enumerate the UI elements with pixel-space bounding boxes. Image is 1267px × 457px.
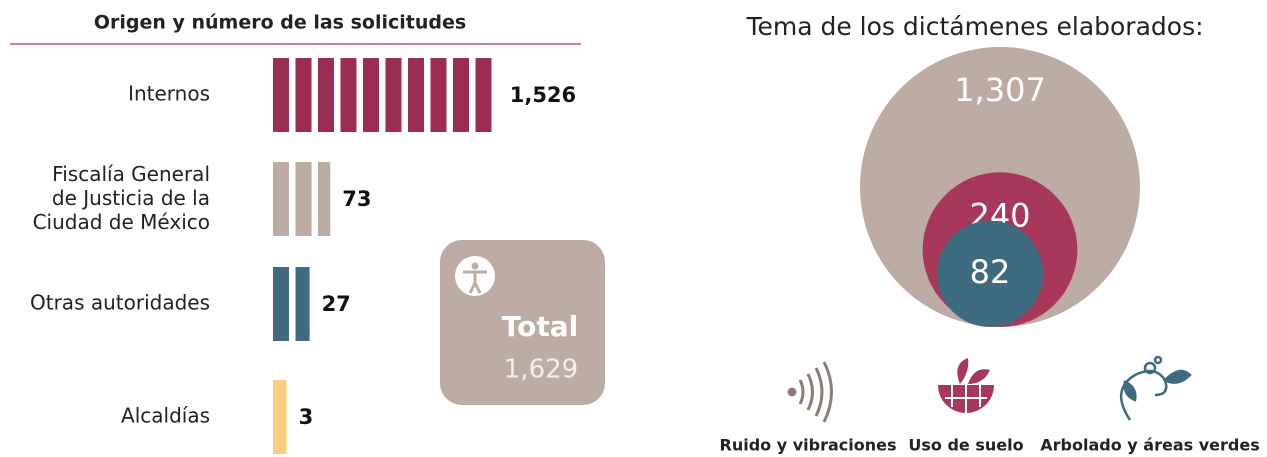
bubble-label: 82 bbox=[970, 253, 1011, 291]
total-value: 1,629 bbox=[504, 355, 578, 385]
legend-label: Arbolado y áreas verdes bbox=[1040, 436, 1259, 455]
value-label: 3 bbox=[299, 405, 314, 429]
bubble bbox=[936, 220, 1044, 327]
bar bbox=[273, 58, 498, 132]
value-label: 73 bbox=[342, 187, 371, 211]
bubble-label: 1,307 bbox=[954, 71, 1046, 109]
value-label: 27 bbox=[322, 292, 351, 316]
person-icon bbox=[455, 256, 495, 296]
legend-label: Uso de suelo bbox=[908, 436, 1023, 455]
tree-icon bbox=[1120, 355, 1192, 421]
bar bbox=[273, 162, 331, 236]
bar bbox=[273, 380, 287, 454]
right-title: Tema de los dictámenes elaborados: bbox=[745, 12, 1203, 41]
left-title: Origen y número de las solicitudes bbox=[94, 12, 466, 34]
land-icon bbox=[938, 358, 994, 413]
category-label: Fiscalía General de Justicia de la Ciudad … bbox=[33, 162, 210, 234]
category-label: Internos bbox=[128, 82, 210, 106]
value-label: 1,526 bbox=[510, 83, 576, 107]
bar bbox=[273, 267, 310, 341]
legend-label: Ruido y vibraciones bbox=[720, 436, 897, 455]
sound-icon bbox=[787, 361, 833, 423]
category-label: Otras autoridades bbox=[30, 291, 210, 315]
category-label: Alcaldías bbox=[121, 404, 210, 428]
total-label: Total bbox=[502, 310, 579, 343]
